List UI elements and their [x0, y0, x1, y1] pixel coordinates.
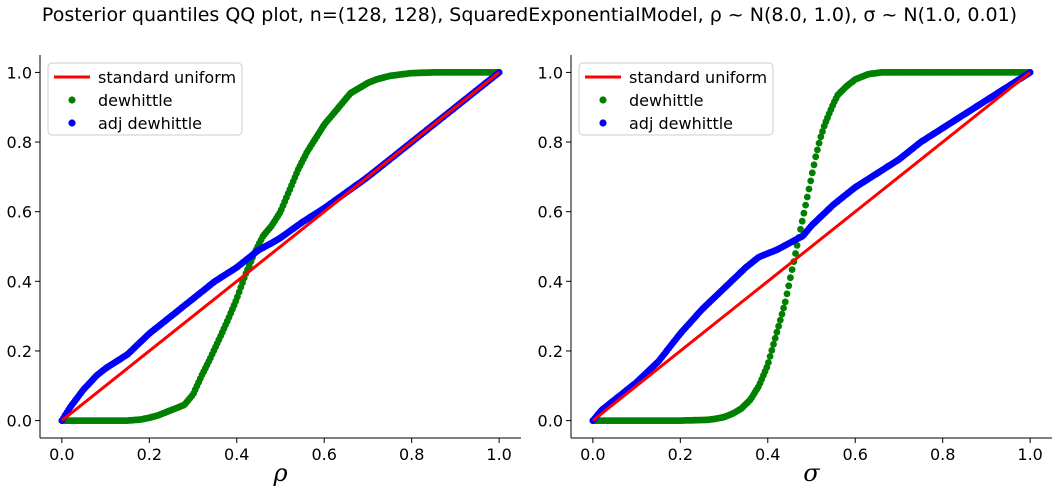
data-point [766, 353, 774, 360]
x-tick-label: 0.6 [312, 445, 337, 464]
x-tick-label: 0.8 [399, 445, 424, 464]
x-tick-label: 0.2 [137, 445, 162, 464]
uniform-reference-line [591, 71, 1032, 422]
data-point [768, 347, 776, 354]
data-point [802, 201, 809, 209]
data-point [803, 193, 811, 201]
y-tick-label: 0.2 [538, 342, 563, 361]
legend-entry-label: dewhittle [629, 91, 704, 110]
data-point [780, 304, 787, 312]
data-point [798, 217, 806, 225]
x-tick-label: 0.0 [49, 445, 74, 464]
x-tick-label: 1.0 [486, 445, 511, 464]
data-point [797, 225, 804, 233]
data-point [787, 274, 794, 282]
adj-dewhittle-points [58, 69, 503, 424]
data-point [807, 177, 815, 185]
legend-box [578, 62, 774, 136]
y-tick-label: 0.4 [538, 272, 563, 291]
legend-entry-label: standard uniform [629, 68, 767, 87]
data-point [765, 359, 772, 366]
data-point [775, 322, 782, 330]
data-point [788, 266, 796, 273]
legend-box [47, 62, 243, 136]
data-point [815, 139, 823, 147]
legend-entry-label: dewhittle [98, 91, 173, 110]
legend-entry-label: adj dewhittle [629, 114, 733, 133]
data-point [778, 310, 786, 318]
x-tick-label: 0.4 [755, 445, 780, 464]
data-point [812, 153, 820, 161]
x-tick-label: 0.8 [930, 445, 955, 464]
data-point [819, 128, 826, 135]
data-point [773, 328, 781, 336]
y-tick-label: 0.6 [538, 203, 563, 222]
legend-swatch-marker [68, 119, 76, 127]
data-point [781, 298, 789, 306]
x-tick-label: 0.0 [580, 445, 605, 464]
x-tick-label: 0.6 [843, 445, 868, 464]
legend-swatch-marker [599, 119, 607, 127]
uniform-reference-line [60, 71, 501, 422]
y-tick-label: 0.8 [7, 133, 32, 152]
y-tick-label: 0.8 [538, 133, 563, 152]
y-tick-label: 0.0 [538, 412, 563, 431]
data-point [776, 316, 784, 324]
data-point [792, 250, 799, 257]
data-point [783, 290, 791, 298]
legend-swatch-marker [599, 96, 607, 104]
x-tick-label: 0.2 [668, 445, 693, 464]
adj-dewhittle-points [589, 69, 1034, 424]
data-point [771, 334, 779, 342]
y-tick-label: 0.6 [7, 203, 32, 222]
data-point [800, 209, 808, 217]
x-axis-label: σ [803, 459, 820, 487]
legend-entry-label: standard uniform [98, 68, 236, 87]
dewhittle-points [58, 69, 503, 424]
data-point [814, 146, 821, 154]
x-tick-label: 0.4 [224, 445, 249, 464]
data-point [785, 282, 793, 290]
legend-entry-label: adj dewhittle [98, 114, 202, 133]
data-point [808, 169, 816, 177]
y-tick-label: 0.4 [7, 272, 32, 291]
y-tick-label: 0.0 [7, 412, 32, 431]
x-axis-label: ρ [272, 459, 287, 487]
data-point [817, 133, 825, 141]
y-tick-label: 0.2 [7, 342, 32, 361]
x-tick-label: 1.0 [1017, 445, 1042, 464]
data-point [805, 185, 813, 193]
y-tick-label: 1.0 [7, 63, 32, 82]
data-point [810, 161, 818, 169]
y-tick-label: 1.0 [538, 63, 563, 82]
legend-swatch-marker [68, 96, 76, 104]
data-point [770, 340, 777, 348]
figure-title: Posterior quantiles QQ plot, n=(128, 128… [41, 4, 1018, 26]
